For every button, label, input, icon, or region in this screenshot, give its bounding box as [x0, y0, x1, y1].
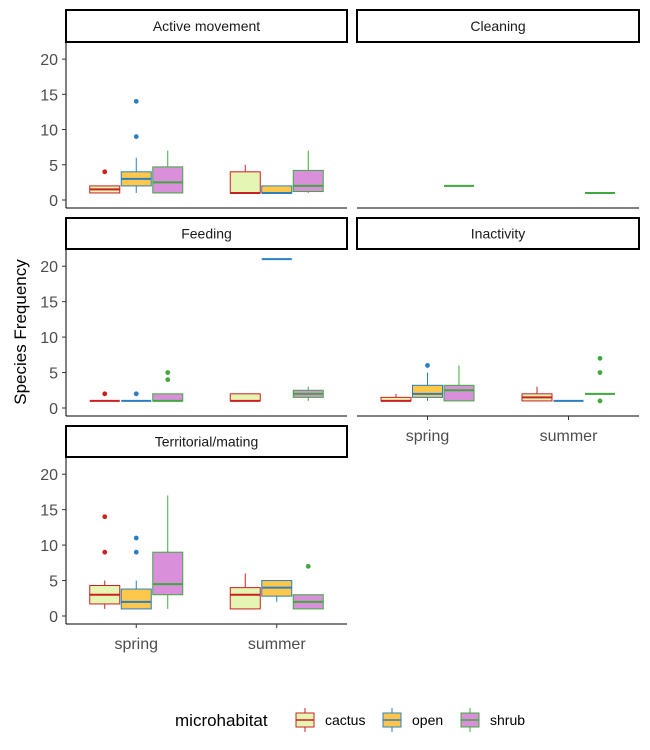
- facet-panel: Active movement 0 5 10 15 20: [40, 9, 348, 210]
- box-body: [443, 384, 475, 402]
- outlier-point: [133, 134, 139, 139]
- box-open: [121, 391, 152, 402]
- legend-label: shrub: [490, 712, 525, 728]
- facet-strip: [65, 217, 348, 250]
- box-open: [261, 580, 293, 602]
- box-shrub: [292, 563, 324, 610]
- y-tick-label: 15: [40, 295, 58, 312]
- outlier-point: [133, 549, 139, 555]
- facet-title: Cleaning: [470, 18, 525, 34]
- outlier-point: [165, 377, 171, 383]
- facet-title: Active movement: [153, 18, 260, 34]
- facet-strip: [356, 217, 640, 250]
- outlier-point: [102, 169, 108, 175]
- box-shrub: [585, 355, 615, 404]
- box-cactus: [229, 164, 261, 194]
- y-tick-label: 5: [49, 366, 58, 383]
- box-body: [229, 393, 261, 402]
- box-shrub: [292, 386, 324, 401]
- y-tick-label: 10: [40, 538, 58, 555]
- facet-panel: Territorial/mating 0 5 10 15 20 spring summer: [40, 425, 348, 653]
- y-tick-label: 15: [40, 503, 58, 520]
- box-cactus: [380, 393, 412, 402]
- facet-title: Feeding: [181, 226, 232, 242]
- box-body: [152, 166, 184, 194]
- outlier-point: [305, 563, 311, 569]
- facet-strip: [65, 425, 348, 458]
- box-body: [229, 587, 261, 610]
- legend-item-open: open: [382, 708, 443, 732]
- box-open: [412, 363, 443, 401]
- y-tick-label: 15: [40, 87, 58, 104]
- outlier-point: [102, 549, 108, 555]
- facet-panels: Active movement 0 5 10 15 20 Cleaning Feeding 0 5…: [40, 9, 640, 653]
- x-tick-label: summer: [248, 636, 306, 653]
- box-shrub: [443, 365, 475, 402]
- facet-strip: [356, 9, 640, 43]
- facet-panel: Inactivity spring summer: [356, 217, 640, 445]
- box-body: [229, 171, 261, 194]
- facet-strip: [65, 9, 348, 43]
- box-shrub: [152, 370, 184, 402]
- outlier-point: [133, 391, 139, 397]
- y-tick-label: 10: [40, 330, 58, 347]
- facet-title: Territorial/mating: [155, 434, 258, 450]
- outlier-point: [597, 355, 603, 361]
- facet-title: Inactivity: [471, 226, 525, 242]
- outlier-point: [597, 370, 603, 375]
- legend-label: cactus: [325, 712, 365, 728]
- outlier-point: [102, 514, 108, 520]
- y-tick-label: 0: [49, 401, 58, 418]
- y-axis-title: Species Frequency: [11, 259, 30, 405]
- box-open: [120, 535, 152, 610]
- box-cactus: [89, 391, 120, 402]
- box-body: [152, 393, 184, 402]
- box-body: [292, 169, 324, 193]
- x-tick-label: spring: [114, 636, 158, 653]
- x-tick-label: spring: [406, 428, 450, 445]
- legend-item-cactus: cactus: [295, 708, 365, 732]
- outlier-point: [425, 363, 430, 368]
- box-cactus: [229, 393, 261, 402]
- y-tick-label: 20: [40, 467, 58, 484]
- legend-title: microhabitat: [175, 711, 268, 730]
- box-shrub: [292, 150, 324, 193]
- box-body: [120, 588, 152, 610]
- box-cactus: [521, 386, 553, 402]
- facet-panel: Feeding 0 5 10 15 20: [40, 217, 348, 418]
- box-open: [261, 185, 293, 194]
- y-tick-label: 5: [49, 158, 58, 175]
- x-tick-label: summer: [540, 428, 598, 445]
- legend-label: open: [412, 712, 443, 728]
- outlier-point: [133, 98, 139, 104]
- box-body: [261, 185, 293, 194]
- box-shrub: [152, 495, 184, 609]
- box-body: [412, 384, 443, 398]
- outlier-point: [133, 535, 139, 541]
- outlier-point: [597, 398, 603, 404]
- box-shrub: [152, 150, 184, 194]
- y-tick-label: 20: [40, 259, 58, 276]
- box-open: [120, 98, 152, 193]
- y-tick-label: 10: [40, 123, 58, 140]
- legend-item-shrub: shrub: [460, 708, 525, 732]
- box-cactus: [89, 514, 121, 609]
- outlier-point: [165, 370, 171, 375]
- box-cactus: [229, 573, 261, 610]
- y-tick-label: 0: [49, 609, 58, 626]
- legend: microhabitat cactus open shrub: [175, 708, 525, 732]
- y-tick-label: 20: [40, 52, 58, 69]
- y-tick-label: 5: [49, 574, 58, 591]
- outlier-point: [102, 391, 108, 397]
- facet-panel: Cleaning: [356, 9, 640, 209]
- box-body: [152, 551, 184, 596]
- box-cactus: [89, 169, 121, 194]
- y-tick-label: 0: [49, 193, 58, 210]
